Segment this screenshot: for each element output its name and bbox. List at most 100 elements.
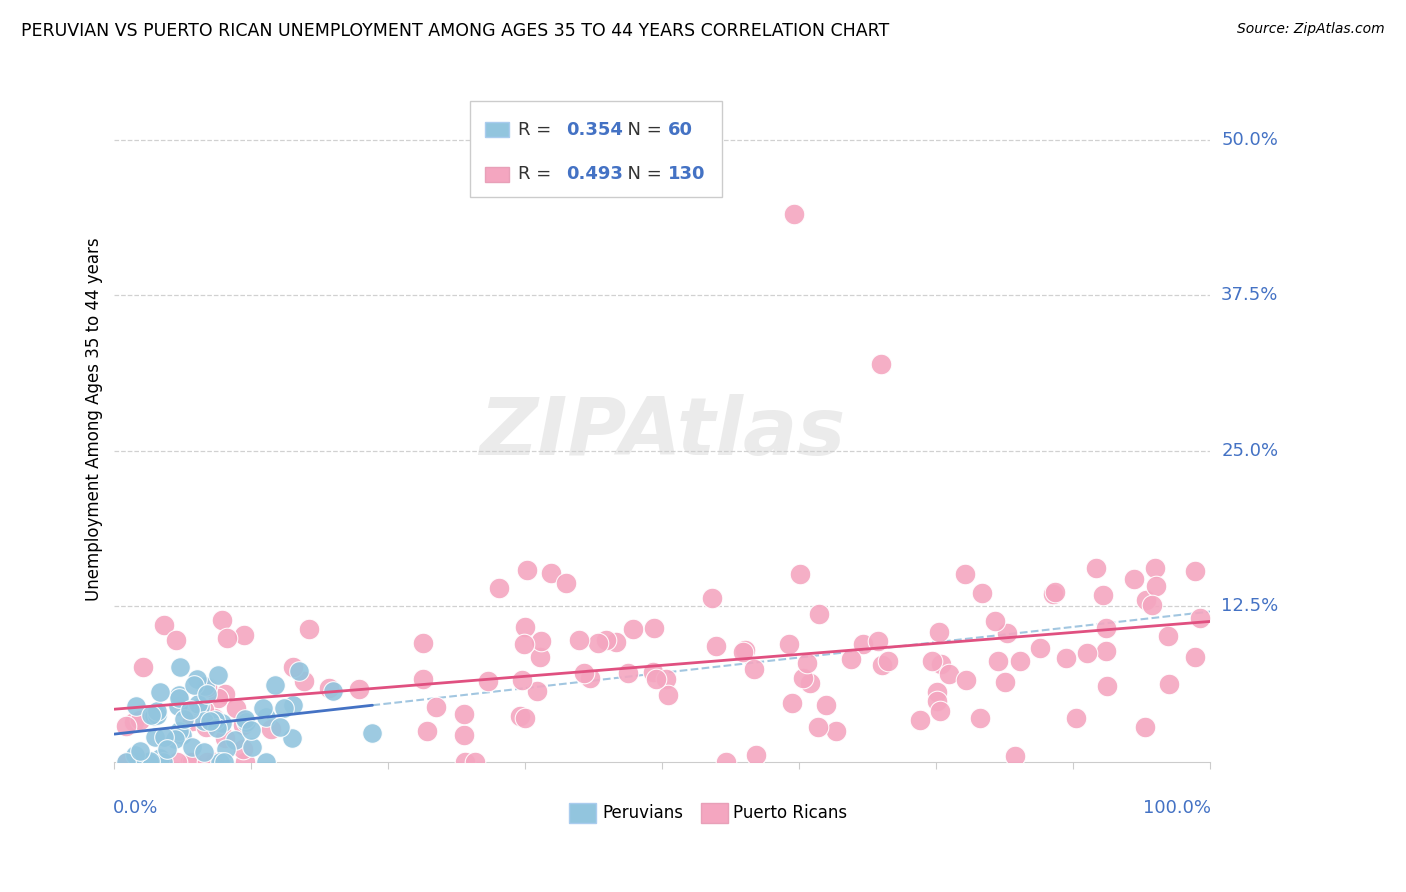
Point [513, 637, 536, 651]
Text: Peruvians: Peruvians [602, 804, 683, 822]
Point [716, 755, 738, 769]
Point [742, 662, 765, 676]
Text: R =: R = [517, 120, 557, 139]
Point [322, 684, 344, 698]
Point [193, 703, 215, 717]
FancyBboxPatch shape [700, 803, 728, 823]
Text: 37.5%: 37.5% [1222, 286, 1278, 304]
Point [139, 754, 162, 768]
FancyBboxPatch shape [471, 102, 723, 197]
Text: N =: N = [616, 120, 668, 139]
Point [526, 684, 548, 698]
Point [938, 666, 960, 681]
Point [516, 563, 538, 577]
Point [568, 632, 591, 647]
Point [1188, 611, 1211, 625]
Point [807, 720, 830, 734]
Point [955, 673, 977, 687]
Point [1043, 584, 1066, 599]
Point [1123, 572, 1146, 586]
Point [240, 739, 263, 754]
Point [181, 755, 204, 769]
Text: Source: ZipAtlas.com: Source: ZipAtlas.com [1237, 22, 1385, 37]
Point [186, 672, 208, 686]
Point [734, 643, 756, 657]
Point [193, 714, 215, 728]
Point [193, 745, 215, 759]
Point [211, 613, 233, 627]
Point [179, 755, 201, 769]
Point [292, 673, 315, 688]
Point [269, 720, 291, 734]
Point [146, 704, 169, 718]
Point [252, 701, 274, 715]
Point [928, 704, 950, 718]
Point [970, 586, 993, 600]
Point [1054, 651, 1077, 665]
Text: 60: 60 [668, 120, 693, 139]
Point [799, 676, 821, 690]
Point [412, 635, 434, 649]
Point [167, 698, 190, 713]
Point [1008, 654, 1031, 668]
Point [595, 633, 617, 648]
Point [214, 731, 236, 745]
Point [194, 679, 217, 693]
Point [169, 690, 191, 705]
Point [416, 724, 439, 739]
Point [208, 755, 231, 769]
Text: PERUVIAN VS PUERTO RICAN UNEMPLOYMENT AMONG AGES 35 TO 44 YEARS CORRELATION CHAR: PERUVIAN VS PUERTO RICAN UNEMPLOYMENT AM… [21, 22, 890, 40]
Point [513, 620, 536, 634]
Point [513, 710, 536, 724]
Point [866, 634, 889, 648]
Point [232, 628, 254, 642]
Point [454, 755, 477, 769]
Point [281, 698, 304, 712]
Point [169, 660, 191, 674]
Text: R =: R = [517, 165, 557, 183]
Point [641, 665, 664, 679]
Point [254, 709, 277, 723]
Point [555, 575, 578, 590]
Point [143, 709, 166, 723]
Point [870, 357, 893, 371]
Point [783, 207, 806, 221]
FancyBboxPatch shape [569, 803, 596, 823]
Point [215, 742, 238, 756]
Point [1092, 588, 1115, 602]
Point [214, 687, 236, 701]
Point [617, 666, 640, 681]
Point [605, 635, 627, 649]
Point [165, 633, 187, 648]
Text: 0.493: 0.493 [565, 165, 623, 183]
Point [1144, 578, 1167, 592]
Text: Puerto Ricans: Puerto Ricans [734, 804, 848, 822]
Point [149, 685, 172, 699]
Point [654, 673, 676, 687]
Point [814, 698, 837, 712]
Point [778, 637, 800, 651]
Point [209, 755, 232, 769]
Point [129, 744, 152, 758]
Point [195, 680, 218, 694]
Point [1004, 749, 1026, 764]
Point [260, 722, 283, 736]
Point [281, 731, 304, 745]
Point [852, 637, 875, 651]
Point [298, 622, 321, 636]
Point [233, 712, 256, 726]
Point [125, 698, 148, 713]
Point [233, 755, 256, 769]
Point [235, 715, 257, 730]
FancyBboxPatch shape [485, 167, 509, 182]
Point [1135, 593, 1157, 607]
Point [529, 649, 551, 664]
Point [195, 755, 218, 769]
Point [153, 618, 176, 632]
Point [463, 755, 485, 769]
Point [197, 687, 219, 701]
Point [361, 725, 384, 739]
Point [1156, 629, 1178, 643]
Point [1042, 587, 1064, 601]
Point [115, 718, 138, 732]
